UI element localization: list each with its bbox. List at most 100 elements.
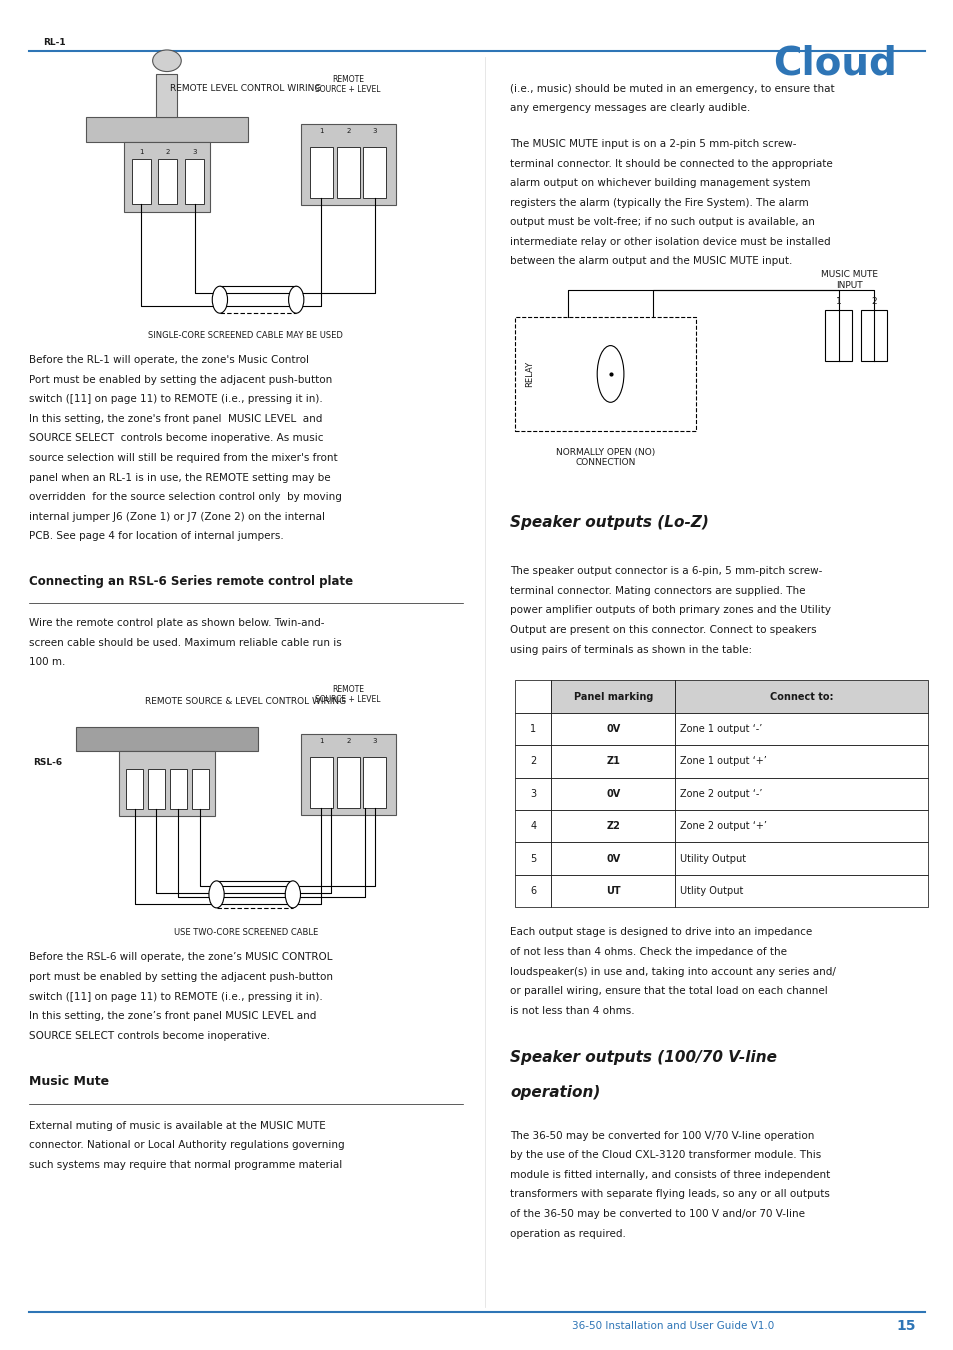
Bar xyxy=(192,769,209,810)
Text: 1: 1 xyxy=(319,738,323,744)
Text: REMOTE SOURCE & LEVEL CONTROL WIRING: REMOTE SOURCE & LEVEL CONTROL WIRING xyxy=(145,698,346,706)
Text: SOURCE SELECT  controls become inoperative. As music: SOURCE SELECT controls become inoperativ… xyxy=(29,433,323,443)
Text: 2: 2 xyxy=(870,297,876,306)
Text: Connecting an RSL-6 Series remote control plate: Connecting an RSL-6 Series remote contro… xyxy=(29,575,353,589)
Text: 2: 2 xyxy=(346,738,350,744)
Text: 36-50 Installation and User Guide V1.0: 36-50 Installation and User Guide V1.0 xyxy=(572,1320,774,1331)
Bar xyxy=(185,159,204,204)
Text: 15: 15 xyxy=(896,1319,915,1332)
Text: 4: 4 xyxy=(530,821,536,832)
Text: Cloud: Cloud xyxy=(772,45,896,82)
Ellipse shape xyxy=(597,346,623,402)
Text: Each output stage is designed to drive into an impedance: Each output stage is designed to drive i… xyxy=(510,927,812,937)
Bar xyxy=(148,769,165,810)
Text: of the 36-50 may be converted to 100 V and/or 70 V-line: of the 36-50 may be converted to 100 V a… xyxy=(510,1210,804,1219)
Text: such systems may require that normal programme material: such systems may require that normal pro… xyxy=(29,1160,341,1169)
Text: 1: 1 xyxy=(530,724,536,734)
Text: 1: 1 xyxy=(835,297,841,306)
Text: Utility Output: Utility Output xyxy=(679,853,745,864)
Text: using pairs of terminals as shown in the table:: using pairs of terminals as shown in the… xyxy=(510,645,752,655)
Text: SOURCE SELECT controls become inoperative.: SOURCE SELECT controls become inoperativ… xyxy=(29,1031,270,1041)
Text: alarm output on whichever building management system: alarm output on whichever building manag… xyxy=(510,178,810,188)
Ellipse shape xyxy=(209,882,224,909)
Text: loudspeaker(s) in use and, taking into account any series and/: loudspeaker(s) in use and, taking into a… xyxy=(510,967,836,976)
Text: terminal connector. Mating connectors are supplied. The: terminal connector. Mating connectors ar… xyxy=(510,586,805,595)
Text: intermediate relay or other isolation device must be installed: intermediate relay or other isolation de… xyxy=(510,238,830,247)
Text: 1: 1 xyxy=(319,128,323,134)
Text: MUSIC MUTE
INPUT: MUSIC MUTE INPUT xyxy=(820,270,877,290)
Bar xyxy=(675,875,927,907)
Bar xyxy=(158,159,177,204)
Text: Speaker outputs (Lo-Z): Speaker outputs (Lo-Z) xyxy=(510,516,708,531)
Text: 0V: 0V xyxy=(606,724,619,734)
Bar xyxy=(310,147,333,198)
Text: switch ([11] on page 11) to REMOTE (i.e., pressing it in).: switch ([11] on page 11) to REMOTE (i.e.… xyxy=(29,992,322,1002)
Text: port must be enabled by setting the adjacent push-button: port must be enabled by setting the adja… xyxy=(29,972,333,981)
Bar xyxy=(300,734,395,815)
Text: (i.e., music) should be muted in an emergency, to ensure that: (i.e., music) should be muted in an emer… xyxy=(510,84,834,93)
Text: output must be volt-free; if no such output is available, an: output must be volt-free; if no such out… xyxy=(510,217,815,227)
Bar xyxy=(551,842,675,875)
Bar xyxy=(300,124,395,205)
Text: REMOTE LEVEL CONTROL WIRING: REMOTE LEVEL CONTROL WIRING xyxy=(170,84,321,93)
Text: Before the RSL-6 will operate, the zone’s MUSIC CONTROL: Before the RSL-6 will operate, the zone’… xyxy=(29,953,332,963)
Text: panel when an RL-1 is in use, the REMOTE setting may be: panel when an RL-1 is in use, the REMOTE… xyxy=(29,472,330,482)
Bar xyxy=(124,142,210,212)
Bar xyxy=(515,842,551,875)
Text: In this setting, the zone's front panel  MUSIC LEVEL  and: In this setting, the zone's front panel … xyxy=(29,414,322,424)
Text: The speaker output connector is a 6-pin, 5 mm-pitch screw-: The speaker output connector is a 6-pin,… xyxy=(510,567,821,576)
Bar xyxy=(515,317,696,432)
Text: internal jumper J6 (Zone 1) or J7 (Zone 2) on the internal: internal jumper J6 (Zone 1) or J7 (Zone … xyxy=(29,512,324,521)
Text: terminal connector. It should be connected to the appropriate: terminal connector. It should be connect… xyxy=(510,159,832,169)
Bar xyxy=(860,310,886,362)
Bar xyxy=(515,680,551,713)
Text: USE TWO-CORE SCREENED CABLE: USE TWO-CORE SCREENED CABLE xyxy=(173,929,317,937)
Ellipse shape xyxy=(288,286,303,313)
Text: SINGLE-CORE SCREENED CABLE MAY BE USED: SINGLE-CORE SCREENED CABLE MAY BE USED xyxy=(148,331,343,340)
Text: 3: 3 xyxy=(193,150,196,155)
Text: 1: 1 xyxy=(139,150,143,155)
Bar xyxy=(336,147,359,198)
Text: module is fitted internally, and consists of three independent: module is fitted internally, and consist… xyxy=(510,1170,830,1180)
Text: source selection will still be required from the mixer's front: source selection will still be required … xyxy=(29,454,337,463)
Text: power amplifier outputs of both primary zones and the Utility: power amplifier outputs of both primary … xyxy=(510,606,830,616)
Text: Zone 2 output ‘+’: Zone 2 output ‘+’ xyxy=(679,821,766,832)
Text: 2: 2 xyxy=(166,150,170,155)
Bar xyxy=(551,745,675,778)
Text: RSL-6: RSL-6 xyxy=(33,759,63,767)
Text: transformers with separate flying leads, so any or all outputs: transformers with separate flying leads,… xyxy=(510,1189,829,1199)
Bar xyxy=(675,680,927,713)
Text: Utlity Output: Utlity Output xyxy=(679,886,742,896)
Text: 100 m.: 100 m. xyxy=(29,657,65,667)
Bar xyxy=(515,810,551,842)
Ellipse shape xyxy=(285,882,300,909)
Text: The 36-50 may be converted for 100 V/70 V-line operation: The 36-50 may be converted for 100 V/70 … xyxy=(510,1131,814,1141)
Bar xyxy=(675,778,927,810)
Bar xyxy=(515,778,551,810)
Text: 0V: 0V xyxy=(606,853,619,864)
Bar xyxy=(86,117,248,142)
Bar xyxy=(126,769,143,810)
Bar xyxy=(515,713,551,745)
Bar xyxy=(363,147,386,198)
Bar xyxy=(824,310,851,362)
Text: operation): operation) xyxy=(510,1085,600,1100)
Bar xyxy=(675,810,927,842)
Text: any emergency messages are clearly audible.: any emergency messages are clearly audib… xyxy=(510,104,750,113)
Bar xyxy=(76,728,257,752)
Bar xyxy=(132,159,151,204)
Text: Speaker outputs (100/70 V-line: Speaker outputs (100/70 V-line xyxy=(510,1050,777,1065)
Bar xyxy=(551,680,675,713)
Text: REMOTE
SOURCE + LEVEL: REMOTE SOURCE + LEVEL xyxy=(315,684,380,705)
Text: 2: 2 xyxy=(346,128,350,134)
Text: 3: 3 xyxy=(373,738,376,744)
Text: Panel marking: Panel marking xyxy=(573,691,653,702)
Bar xyxy=(336,757,359,809)
Text: Z2: Z2 xyxy=(606,821,619,832)
Text: The MUSIC MUTE input is on a 2-pin 5 mm-pitch screw-: The MUSIC MUTE input is on a 2-pin 5 mm-… xyxy=(510,139,796,148)
Text: registers the alarm (typically the Fire System). The alarm: registers the alarm (typically the Fire … xyxy=(510,198,808,208)
Text: Connect to:: Connect to: xyxy=(769,691,833,702)
Text: overridden  for the source selection control only  by moving: overridden for the source selection cont… xyxy=(29,493,341,502)
Text: or parallel wiring, ensure that the total load on each channel: or parallel wiring, ensure that the tota… xyxy=(510,987,827,996)
Text: screen cable should be used. Maximum reliable cable run is: screen cable should be used. Maximum rel… xyxy=(29,639,341,648)
